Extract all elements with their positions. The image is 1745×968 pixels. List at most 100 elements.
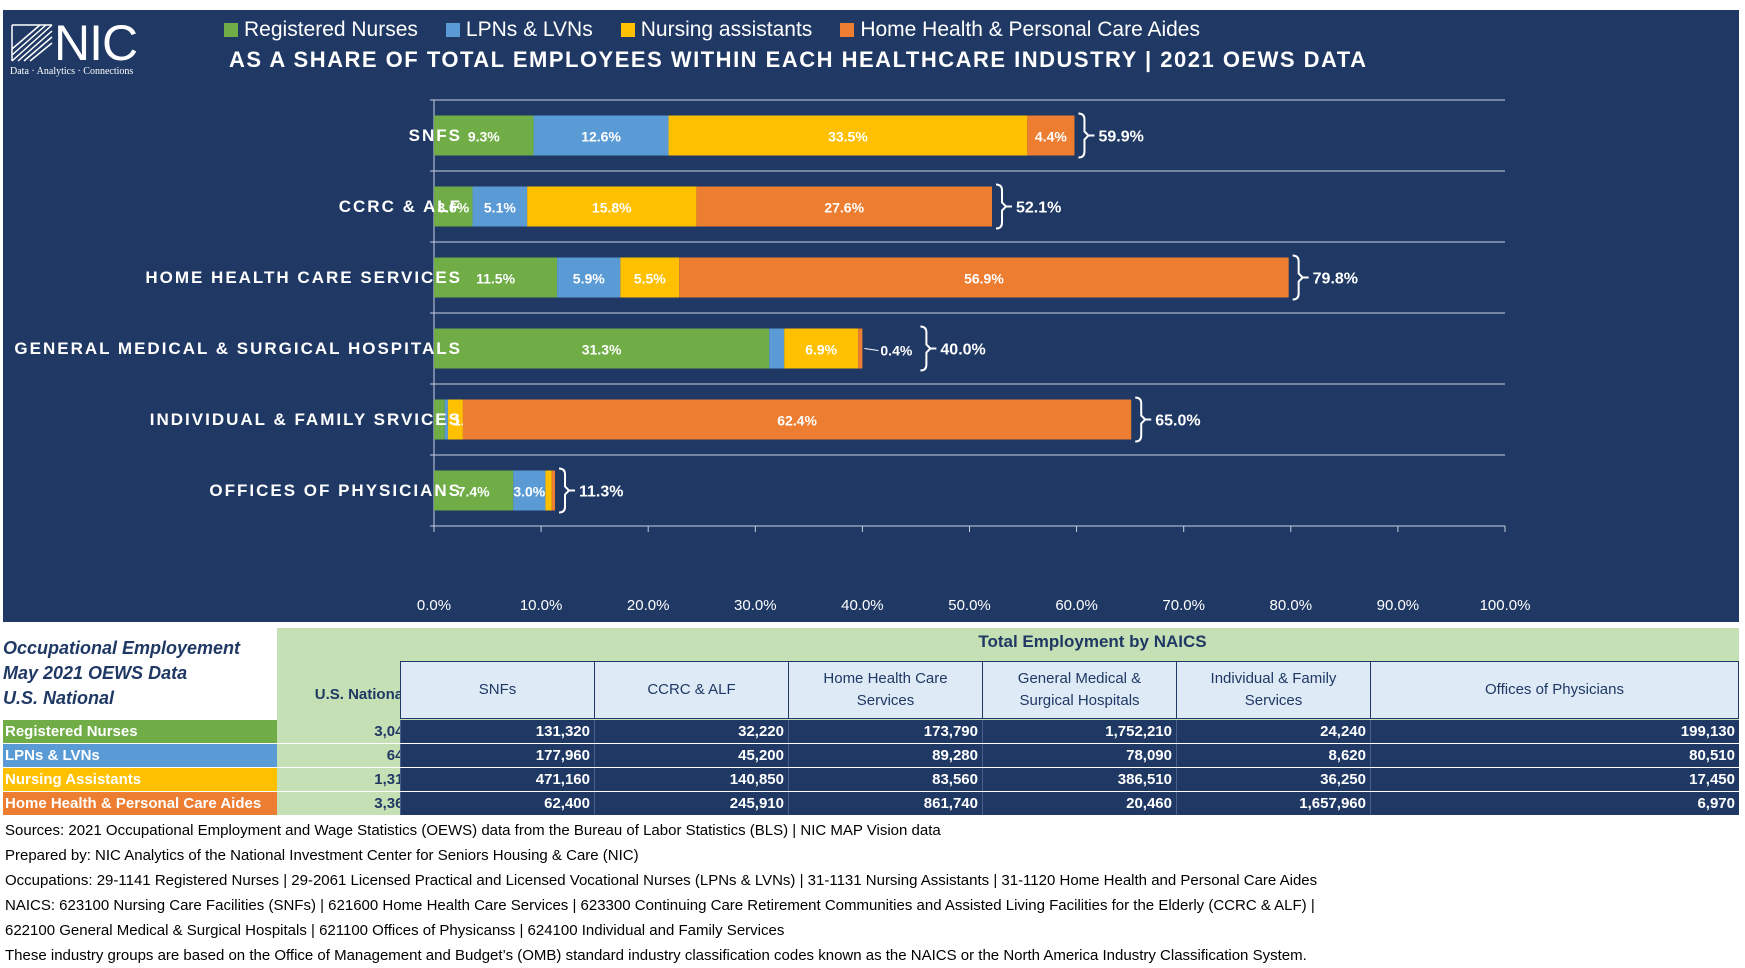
x-tick-label: 40.0% [841, 597, 884, 614]
total-label: 52.1% [1016, 200, 1061, 217]
bar-segment [533, 115, 669, 156]
legend-label: Nursing assistants [640, 18, 813, 41]
table-cell: 861,740 [788, 792, 982, 815]
x-tick-label: 50.0% [948, 597, 991, 614]
data-label: 11.5% [476, 271, 515, 287]
data-label: 3.0% [513, 484, 545, 500]
legend-swatch [620, 23, 635, 37]
footnote-line: NAICS: 623100 Nursing Care Facilities (S… [5, 897, 1315, 914]
table-side-title-line: U.S. National [3, 688, 115, 708]
bar-segment [434, 257, 558, 298]
bar-segment [620, 257, 680, 298]
bar-segment [444, 399, 448, 440]
data-label: 5.1% [484, 200, 516, 216]
bar-segment [434, 470, 514, 511]
data-label: 56.9% [964, 271, 1004, 287]
table-cell: 471,160 [400, 768, 594, 791]
bar-segment [513, 470, 546, 511]
table-cell: 1,657,960 [1176, 792, 1370, 815]
footnote-line: These industry groups are based on the O… [5, 947, 1307, 964]
bar-segment [447, 399, 463, 440]
bar-segment [784, 328, 859, 369]
bar-segment [696, 186, 992, 227]
bar-segment [551, 470, 556, 511]
table-cell: 1,752,210 [982, 720, 1176, 743]
table-cell: 199,130 [1370, 720, 1739, 743]
table-cell: 78,090 [982, 744, 1176, 767]
x-tick-label: 20.0% [626, 597, 670, 614]
row-label: Nursing Assistants [3, 768, 277, 791]
nic-logo: NIC Data · Analytics · Connections [10, 18, 138, 77]
footnote-line: Prepared by: NIC Analytics of the Nation… [5, 847, 639, 864]
bar-segment [434, 399, 445, 440]
legend-item: Nursing assistants [620, 18, 813, 42]
logo-wordmark: NIC [10, 18, 138, 68]
data-label: 5.5% [634, 271, 666, 287]
legend-swatch [224, 23, 238, 37]
category-label: GENERAL MEDICAL & SURGICAL HOSPITALS [14, 338, 462, 358]
total-label: 79.8% [1313, 271, 1358, 288]
column-header: SNFs [400, 661, 595, 719]
row-label: Home Health & Personal Care Aides [3, 792, 277, 815]
chart-panel [3, 10, 1739, 622]
data-label: 31.3% [582, 342, 622, 358]
total-bracket [1135, 396, 1147, 443]
legend-item: Registered Nurses [224, 18, 418, 42]
table-cell: 24,240 [1176, 720, 1370, 743]
bar-segment [1027, 115, 1075, 156]
bar-segment [527, 186, 697, 227]
total-bracket [558, 467, 571, 514]
table-cell: 386,510 [982, 768, 1176, 791]
footnote-line: Occupations: 29-1141 Registered Nurses |… [5, 872, 1318, 889]
x-tick-label: 60.0% [1055, 597, 1098, 614]
total-label: 40.0% [940, 342, 985, 359]
bar-segment [434, 186, 473, 227]
table-cell: 32,220 [594, 720, 788, 743]
table-cell: 17,450 [1370, 768, 1739, 791]
x-tick-label: 80.0% [1269, 597, 1313, 614]
column-header: Offices of Physicians [1370, 661, 1739, 719]
data-label: 15.8% [592, 200, 632, 216]
table-cell: 89,280 [788, 744, 982, 767]
bar-segment [858, 328, 863, 369]
logo-tagline: Data · Analytics · Connections [10, 66, 134, 77]
x-tick-label: 100.0% [1479, 597, 1531, 614]
footnote-line: Sources: 2021 Occupational Employment an… [5, 822, 941, 839]
bar-segment [557, 257, 621, 298]
table-cell: 131,320 [400, 720, 594, 743]
row-label: Registered Nurses [3, 720, 277, 743]
table-cell: 6,970 [1370, 792, 1739, 815]
category-label: OFFICES OF PHYSICIANS [209, 480, 462, 500]
x-tick-label: 0.0% [416, 597, 452, 614]
table-cell: 83,560 [788, 768, 982, 791]
total-label: 11.3% [579, 484, 623, 501]
stacked-bar-chart: 9.3% 12.6% 33.5% 4.4% 59.9% 3.6% 5.1% 15.8% 27.6… [430, 99, 1506, 532]
footnotes: Sources: 2021 Occupational Employment an… [5, 818, 1317, 968]
legend-item: LPNs & LVNs [445, 18, 593, 42]
data-label: 12.6% [581, 129, 621, 145]
data-label: 4.4% [1035, 129, 1067, 145]
x-tick-label: 30.0% [734, 597, 777, 614]
data-label: 7.4% [458, 484, 490, 500]
bar-segment [434, 115, 534, 156]
total-bracket [995, 183, 1008, 230]
table-side-title: Occupational Employement May 2021 OEWS D… [3, 636, 273, 711]
table-cell: 140,850 [594, 768, 788, 791]
bar-segment [434, 328, 770, 369]
table-cell: 45,200 [594, 744, 788, 767]
leader-line [864, 348, 879, 351]
table-cell: 245,910 [594, 792, 788, 815]
total-bracket [920, 325, 932, 372]
table-cell: 80,510 [1370, 744, 1739, 767]
total-bracket [1078, 112, 1090, 159]
x-tick-label: 90.0% [1376, 597, 1420, 614]
bar-segment [545, 470, 552, 511]
bar-segment [472, 186, 528, 227]
globe-icon [11, 24, 53, 62]
category-label: SNFS [408, 125, 462, 145]
category-label: INDIVIDUAL & FAMILY SRVICES [149, 409, 462, 429]
data-label: 6.9% [805, 342, 837, 358]
total-label: 65.0% [1155, 413, 1200, 430]
table-group-title: Total Employment by NAICS [978, 632, 1207, 651]
legend-label: Registered Nurses [244, 18, 418, 41]
